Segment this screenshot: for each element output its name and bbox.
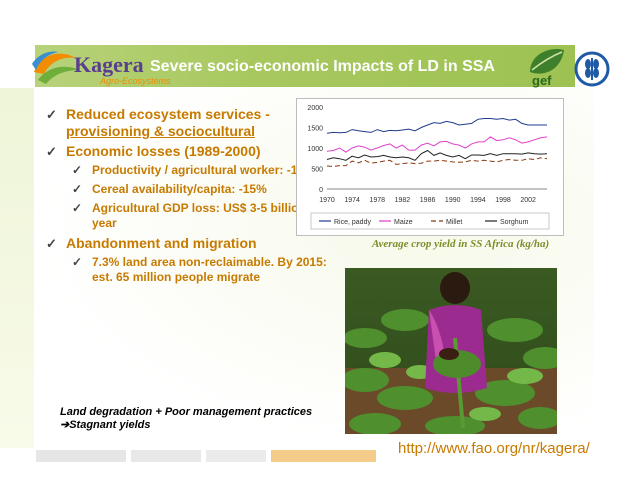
bullet-economic-losses: ✓ Economic losses (1989-2000) [46, 143, 261, 159]
farmer-field-image [345, 268, 557, 434]
sub-bullet: ✓ Agricultural GDP loss: US$ 3-5 billion… [72, 201, 310, 230]
x-tick-label: 1994 [470, 197, 486, 204]
check-icon: ✓ [72, 163, 83, 177]
check-icon: ✓ [46, 144, 57, 159]
footnote-line2: ➔Stagnant yields [60, 419, 151, 431]
logo-text: Kagera [74, 52, 144, 77]
check-icon: ✓ [46, 107, 57, 122]
crop-yield-chart: 0 500 1000 1500 2000 1970 1974 1978 1982 1986 1990… [296, 98, 564, 236]
y-tick-label: 500 [311, 167, 323, 174]
bullet-abandonment: ✓ Abandonment and migration [46, 235, 257, 251]
y-tick-label: 1000 [307, 146, 323, 153]
x-tick-label: 1970 [319, 197, 335, 204]
left-decorative-band [0, 88, 34, 448]
x-tick-label: 1982 [395, 197, 411, 204]
fao-logo [574, 50, 610, 88]
logo-subtext: Agro-Ecosystems [100, 76, 171, 86]
check-icon: ✓ [72, 182, 83, 196]
check-icon: ✓ [46, 236, 57, 251]
legend-box [310, 212, 550, 230]
underlined-text: provisioning & sociocultural [66, 123, 256, 139]
kagera-logo: Kagera Agro-Ecosystems [28, 46, 171, 88]
fao-wheat-icon [574, 51, 610, 87]
x-tick-label: 1998 [495, 197, 511, 204]
y-tick-label: 2000 [307, 105, 323, 112]
gef-text: gef [532, 73, 552, 88]
footnote: Land degradation + Poor management pract… [60, 406, 312, 432]
bottom-color-bars [36, 450, 376, 462]
slide-title: Severe socio-economic Impacts of LD in S… [150, 58, 495, 75]
legend-label: Sorghum [500, 219, 529, 226]
y-tick-label: 0 [319, 187, 323, 194]
bullet-list: ✓ Reduced ecosystem services -provisioni… [36, 106, 336, 289]
x-tick-label: 1978 [369, 197, 385, 204]
bottom-band [36, 448, 604, 466]
x-tick-label: 1986 [420, 197, 436, 204]
sub-bullet: ✓ 7.3% land area non-reclaimable. By 201… [72, 255, 327, 284]
check-icon: ✓ [72, 201, 83, 215]
arrow-icon: ➔ [60, 419, 70, 431]
legend-label: Millet [446, 219, 462, 226]
sub-bullet: ✓ Productivity / agricultural worker: -1… [72, 163, 315, 177]
x-tick-label: 1974 [344, 197, 360, 204]
series-line-maize [326, 136, 548, 153]
chart-svg: 0 500 1000 1500 2000 1970 1974 1978 1982 1986 1990… [307, 105, 550, 230]
chart-caption: Average crop yield in SS Africa (kg/ha) [372, 238, 550, 250]
footnote-line1: Land degradation + Poor management pract… [60, 406, 313, 418]
series-line-rice-paddy [326, 117, 547, 134]
legend-label: Rice, paddy [334, 219, 371, 226]
footer-url[interactable]: http://www.fao.org/nr/kagera/ [398, 440, 590, 457]
title-bar: Severe socio-economic Impacts of LD in S… [35, 45, 575, 87]
y-tick-label: 1500 [307, 126, 323, 133]
kagera-swoosh-icon [32, 51, 80, 84]
check-icon: ✓ [72, 255, 83, 269]
series-line-sorghum [326, 149, 548, 161]
farmer-photo [345, 268, 557, 434]
bullet-ecosystem-services: ✓ Reduced ecosystem services -provisioni… [46, 106, 270, 139]
leaf-icon: gef [530, 48, 564, 88]
legend-label: Maize [394, 219, 413, 226]
sub-bullet: ✓ Cereal availability/capita: -15% [72, 182, 267, 196]
x-tick-label: 2002 [520, 197, 536, 204]
x-tick-label: 1990 [445, 197, 461, 204]
series-line-millet [326, 157, 548, 168]
gef-logo: gef [524, 44, 568, 88]
